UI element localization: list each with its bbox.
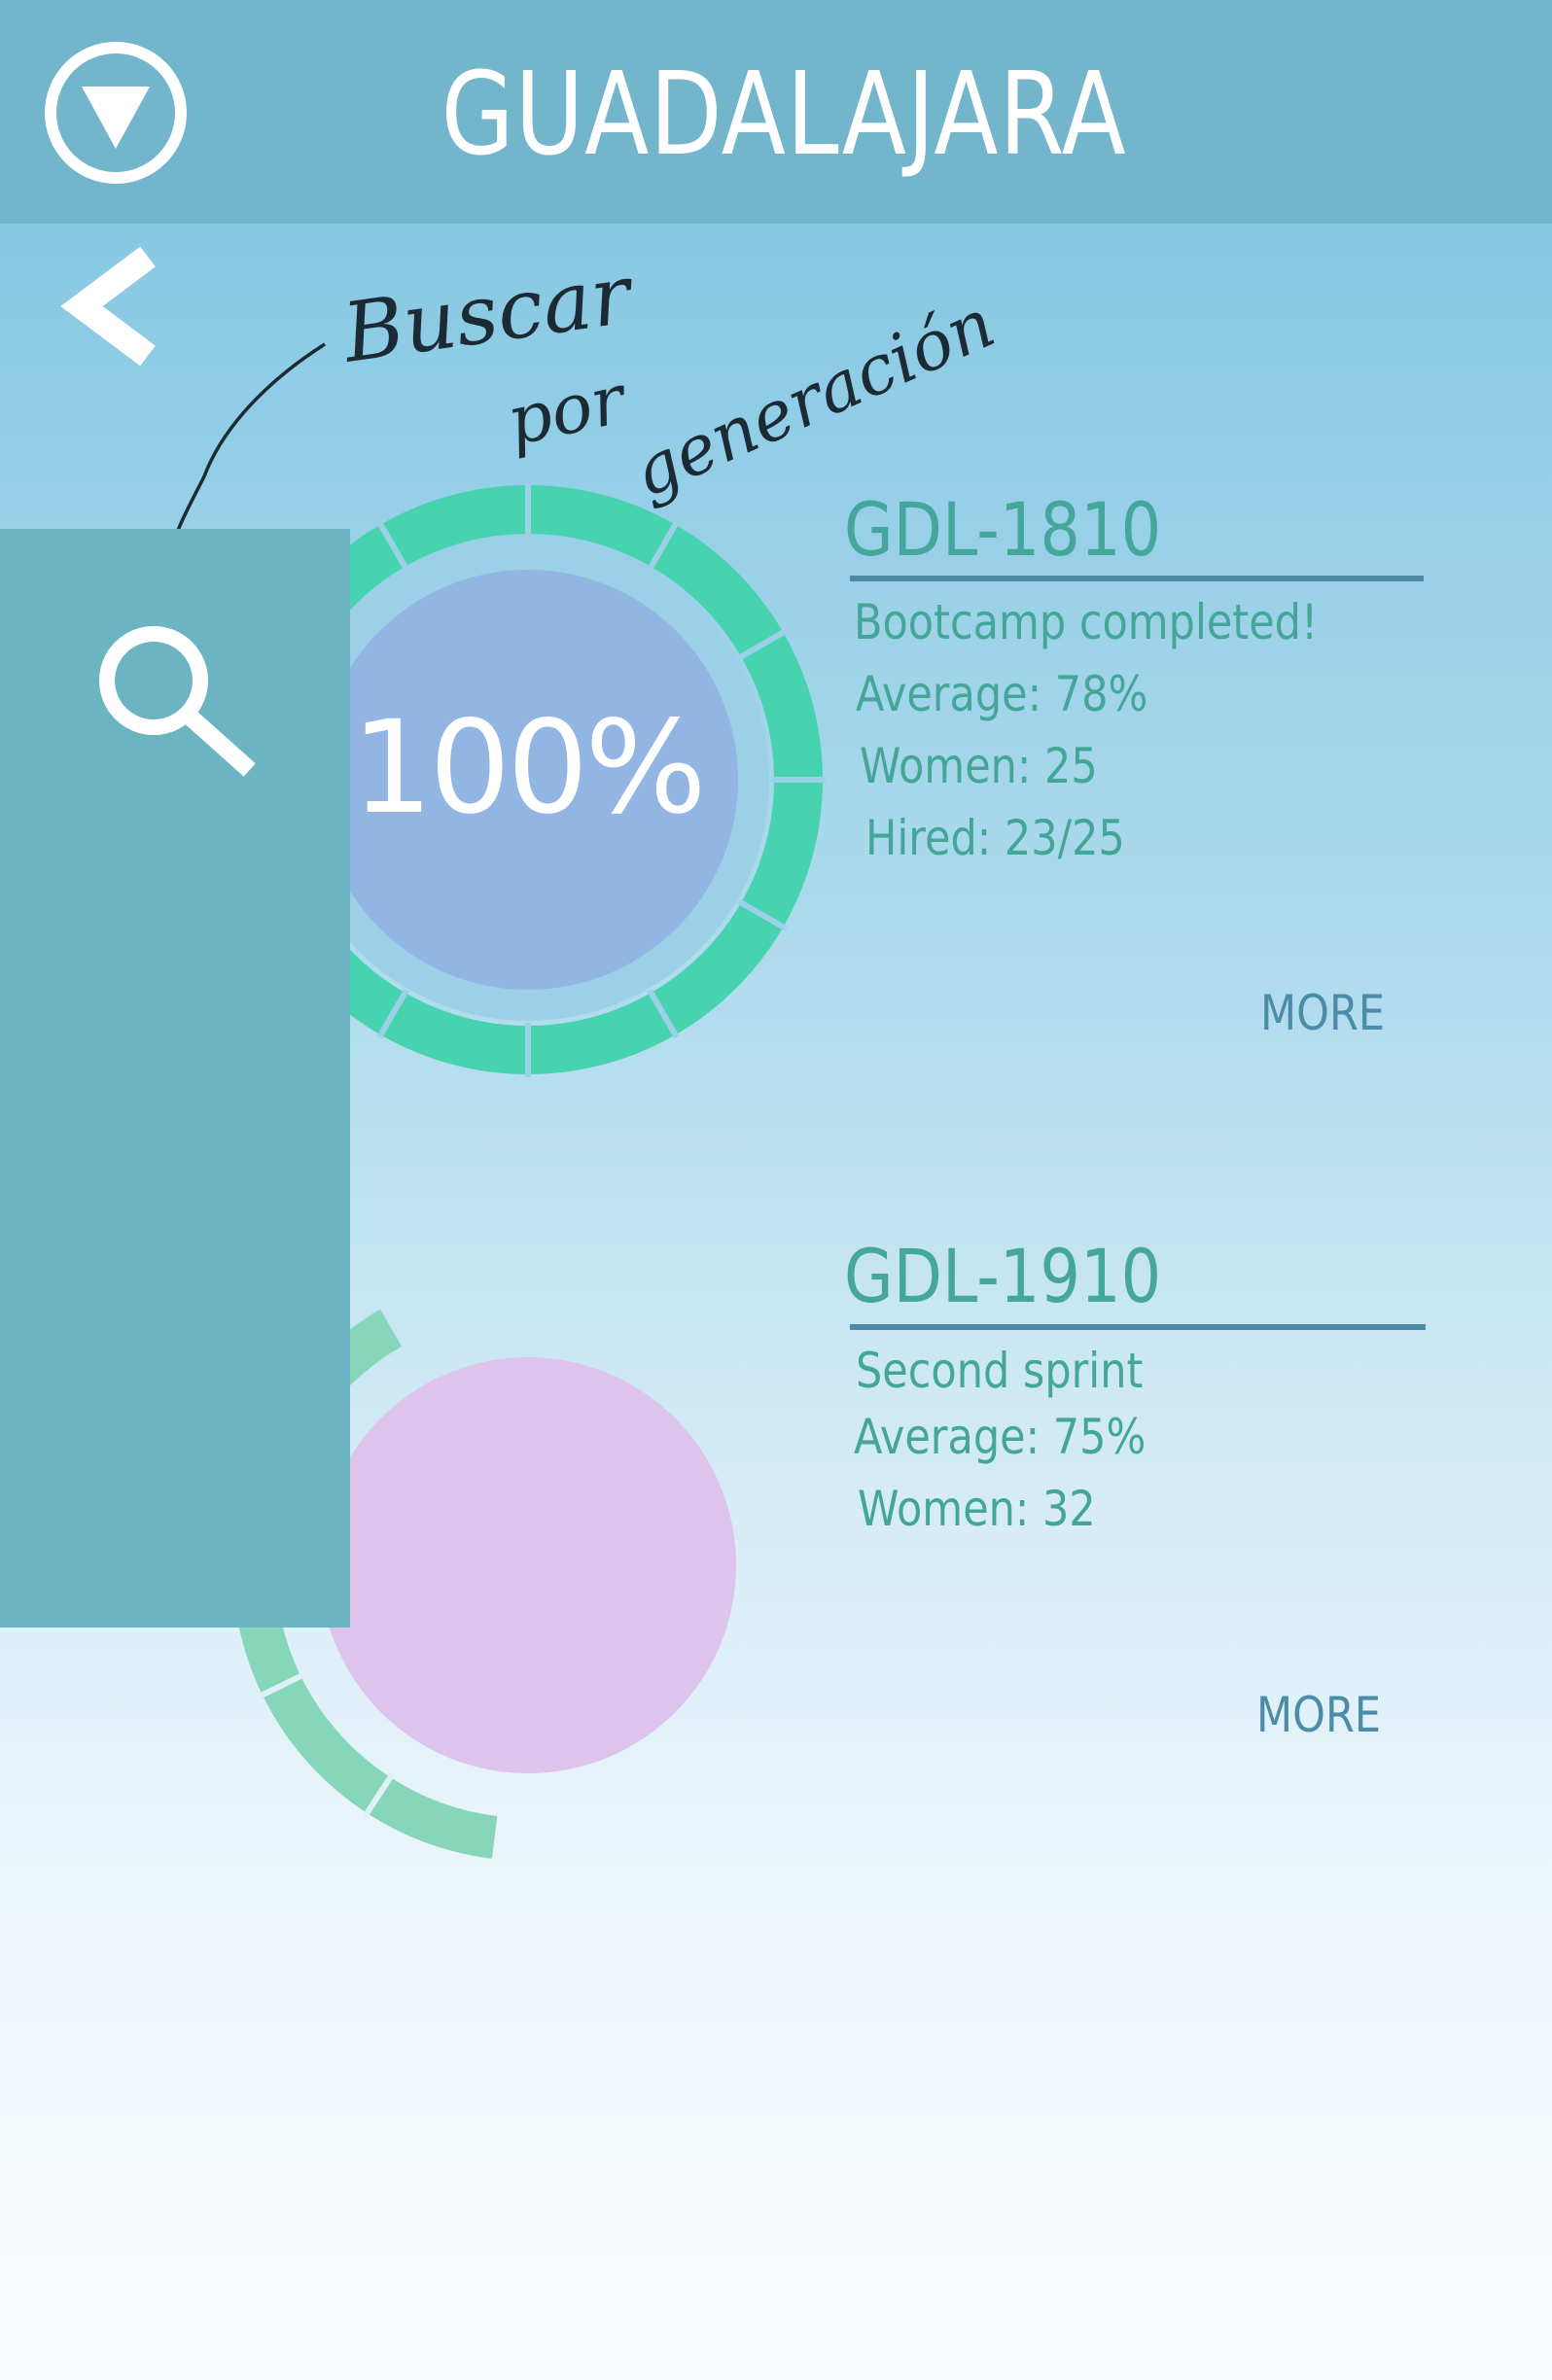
progress-percent-gdl-1810: 100% xyxy=(351,693,706,843)
search-icon xyxy=(99,626,256,777)
more-link-gdl-1810[interactable]: MORE xyxy=(1260,985,1385,1041)
dropdown-menu-button[interactable] xyxy=(43,40,189,186)
dropdown-triangle-icon xyxy=(45,42,187,184)
ring-segment-divider xyxy=(256,1671,306,1700)
generation-code: GDL-1810 xyxy=(844,486,1162,573)
chevron-left-icon xyxy=(60,246,156,367)
annotation-text-generacion: generación xyxy=(621,283,1006,512)
page-title: GUADALAJARA xyxy=(441,47,1127,181)
generation-average: Average: 75% xyxy=(854,1409,1146,1465)
side-panel xyxy=(0,529,350,1628)
title-divider xyxy=(850,576,1424,581)
title-divider xyxy=(850,1324,1426,1330)
ring-segment-divider xyxy=(737,628,788,661)
ring-center xyxy=(320,1357,736,1773)
search-button[interactable] xyxy=(86,616,261,791)
annotation-text-por: por xyxy=(500,359,634,462)
ring-segment-divider xyxy=(376,989,409,1039)
ring-segment-divider xyxy=(361,1772,396,1820)
ring-segment-divider xyxy=(647,989,680,1039)
more-link-gdl-1910[interactable]: MORE xyxy=(1256,1687,1381,1743)
ring-segment-divider xyxy=(647,520,680,571)
app-header: GUADALAJARA xyxy=(0,0,1552,224)
generation-status: Bootcamp completed! xyxy=(854,594,1319,650)
generation-hired: Hired: 23/25 xyxy=(865,810,1125,866)
ring-segment-divider xyxy=(376,520,409,571)
generation-women: Women: 32 xyxy=(858,1481,1096,1537)
back-button[interactable] xyxy=(54,243,161,369)
generation-women: Women: 25 xyxy=(860,738,1098,794)
annotation-text-buscar: Buscar xyxy=(335,246,641,381)
generation-average: Average: 78% xyxy=(856,666,1148,722)
generation-status: Second sprint xyxy=(856,1343,1144,1399)
generation-code: GDL-1910 xyxy=(844,1233,1162,1319)
ring-segment-divider xyxy=(737,898,788,931)
